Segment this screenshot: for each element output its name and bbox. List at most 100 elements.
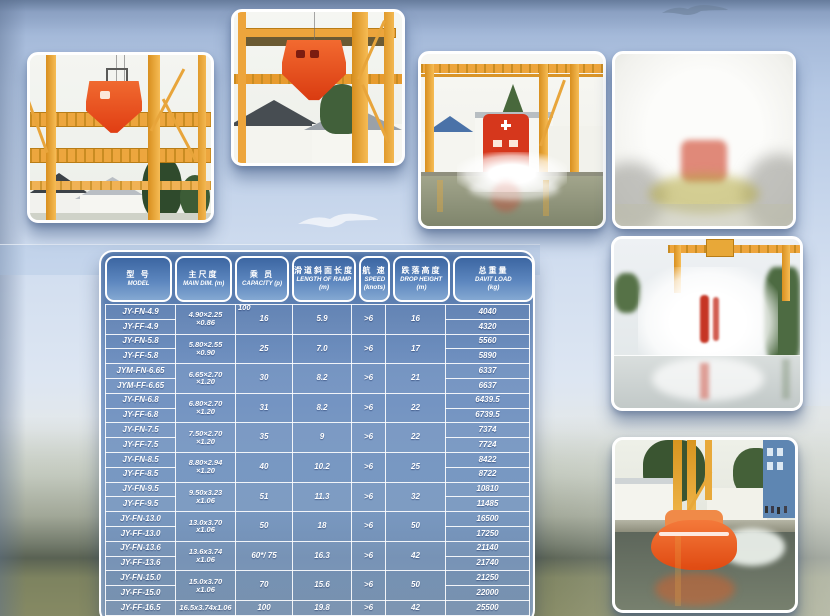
dim-line: 13.6x3.74 xyxy=(188,547,223,557)
cell-model: JY-FF-8.5 xyxy=(105,466,176,483)
cell-davit-load: 25500 xyxy=(445,599,530,616)
header-unit: (m) xyxy=(416,284,427,291)
cell-speed: >6 xyxy=(351,451,386,483)
tower-column xyxy=(352,12,368,163)
table-row: JY-FF-15.0 22000 xyxy=(105,585,530,601)
table-row: JY-FN-7.5 7.50×2.70 ×1.20 35 9 >6 22 7374 xyxy=(105,422,530,453)
cell-model: JYM-FF-6.65 xyxy=(105,377,176,394)
cell-model: JY-FF-4.9 xyxy=(105,318,176,335)
lifeboat-through-spray xyxy=(713,297,719,341)
cell-main-dim: 4.90×2.25 ×0.86 xyxy=(175,304,236,335)
dim-line: 8.80×2.94 xyxy=(188,458,223,468)
header-zh: 跌落高度 xyxy=(401,266,442,276)
cell-length-of-ramp: 18 xyxy=(292,511,352,542)
table-row: JY-FF-4.9 4320 xyxy=(105,318,530,335)
gantry-trolley xyxy=(706,239,734,257)
dim-line: 5.80×2.55 xyxy=(188,340,223,350)
dim-line: x1.06 xyxy=(196,555,215,565)
cell-length-of-ramp: 10.2 xyxy=(292,451,352,483)
table-row: JY-FF-16.5 16.5x3.74x1.06 100 19.8 >6 42 25500 xyxy=(105,599,530,616)
lifeboat-window xyxy=(296,50,305,58)
reflection-yellow xyxy=(543,180,549,216)
cell-capacity: 50 xyxy=(235,511,293,542)
cell-length-of-ramp: 7.0 xyxy=(292,333,352,365)
cell-model: JY-FF-13.0 xyxy=(105,525,176,542)
cell-capacity: 30 xyxy=(235,363,293,394)
cell-main-dim: 9.50x3.23 x1.06 xyxy=(175,481,236,513)
header-col-3: 滑道斜面长度 LENGTH OF RAMP (m) xyxy=(292,256,356,302)
cell-model: JY-FF-5.8 xyxy=(105,348,176,365)
crane-column xyxy=(687,440,696,528)
cell-main-dim: 7.50×2.70 ×1.20 xyxy=(175,422,236,453)
window xyxy=(777,462,783,470)
dim-line: 15.0x3.70 xyxy=(188,576,223,586)
dim-line: 9.50x3.23 xyxy=(188,487,223,497)
cell-davit-load: 4320 xyxy=(445,318,530,335)
person xyxy=(771,506,774,513)
tower-column xyxy=(148,55,160,220)
table-row: JY-FN-4.9 4.90×2.25 ×0.86 100 16 5.9 >6 16 4040 xyxy=(105,304,530,335)
truss-beam xyxy=(30,181,211,190)
cell-main-dim: 13.6x3.74 x1.06 xyxy=(175,540,236,572)
tower-column xyxy=(46,55,56,220)
cell-main-dim: 5.80×2.55 ×0.90 xyxy=(175,333,236,365)
table-row: JY-FN-13.0 13.0x3.70 x1.06 50 18 >6 50 16500 xyxy=(105,511,530,542)
cell-model: JY-FF-15.0 xyxy=(105,585,176,601)
cell-model: JY-FN-6.8 xyxy=(105,392,176,409)
cell-model: JY-FF-9.5 xyxy=(105,496,176,513)
cell-model: JY-FF-7.5 xyxy=(105,437,176,453)
lifeboat-window xyxy=(509,140,518,147)
cell-davit-load: 21250 xyxy=(445,570,530,587)
table-row: JY-FF-13.0 17250 xyxy=(105,525,530,542)
header-en: MODEL xyxy=(127,280,150,287)
cell-model: JY-FF-13.6 xyxy=(105,555,176,572)
cell-davit-load: 6739.5 xyxy=(445,407,530,424)
cell-capacity: 35 xyxy=(235,422,293,453)
photo-davit-tower-lifeboat-2 xyxy=(231,9,405,166)
cell-speed: >6 xyxy=(351,570,386,601)
header-zh: 乘 员 xyxy=(249,270,275,280)
cell-speed: >6 xyxy=(351,481,386,513)
header-en: LENGTH OF RAMP xyxy=(296,276,352,284)
person xyxy=(777,507,780,514)
cell-davit-load: 16500 xyxy=(445,511,530,527)
dim-line: ×0.86 xyxy=(196,318,215,328)
lifeboat-window xyxy=(310,50,319,58)
window xyxy=(767,448,773,456)
dim-line: x1.06 xyxy=(196,584,215,594)
dim-line: x1.06 xyxy=(196,495,215,505)
seagull-icon xyxy=(662,5,728,15)
cell-davit-load: 7724 xyxy=(445,437,530,453)
dim-line: ×1.20 xyxy=(196,466,215,476)
cell-capacity: 25 xyxy=(235,333,293,365)
truss-beam xyxy=(30,148,211,163)
cable xyxy=(314,12,315,46)
cell-main-dim: 15.0x3.70 x1.06 xyxy=(175,570,236,601)
photo-lifeboat-afloat xyxy=(612,437,798,613)
window xyxy=(767,462,773,470)
cell-model: JY-FF-6.8 xyxy=(105,407,176,424)
cell-speed: >6 xyxy=(351,422,386,453)
water-band xyxy=(615,204,793,226)
table-row: JY-FF-13.6 21740 xyxy=(105,555,530,572)
cell-main-dim: 16.5x3.74x1.06 xyxy=(175,599,236,616)
gantry-column xyxy=(782,245,790,301)
dim-line: 6.80×2.70 xyxy=(188,399,223,409)
person xyxy=(784,506,787,513)
cable xyxy=(116,55,117,97)
cell-capacity: 40 xyxy=(235,451,293,483)
cell-drop-height: 42 xyxy=(385,599,446,616)
cell-davit-load: 11485 xyxy=(445,496,530,513)
cell-capacity: 70 xyxy=(235,570,293,601)
dim-line: ×1.20 xyxy=(196,377,215,387)
table-row: JY-FN-15.0 15.0x3.70 x1.06 70 15.6 >6 50 21250 xyxy=(105,570,530,601)
cell-length-of-ramp: 11.3 xyxy=(292,481,352,513)
cable xyxy=(124,55,125,95)
cell-model: JY-FN-7.5 xyxy=(105,422,176,439)
header-zh: 航 速 xyxy=(362,266,387,276)
cell-davit-load: 5560 xyxy=(445,333,530,350)
lifeboat-window xyxy=(493,140,502,147)
cell-drop-height: 22 xyxy=(385,422,446,453)
window xyxy=(777,448,783,456)
header-col-6: 总重量 DAVIT LOAD (kg) xyxy=(453,256,534,302)
